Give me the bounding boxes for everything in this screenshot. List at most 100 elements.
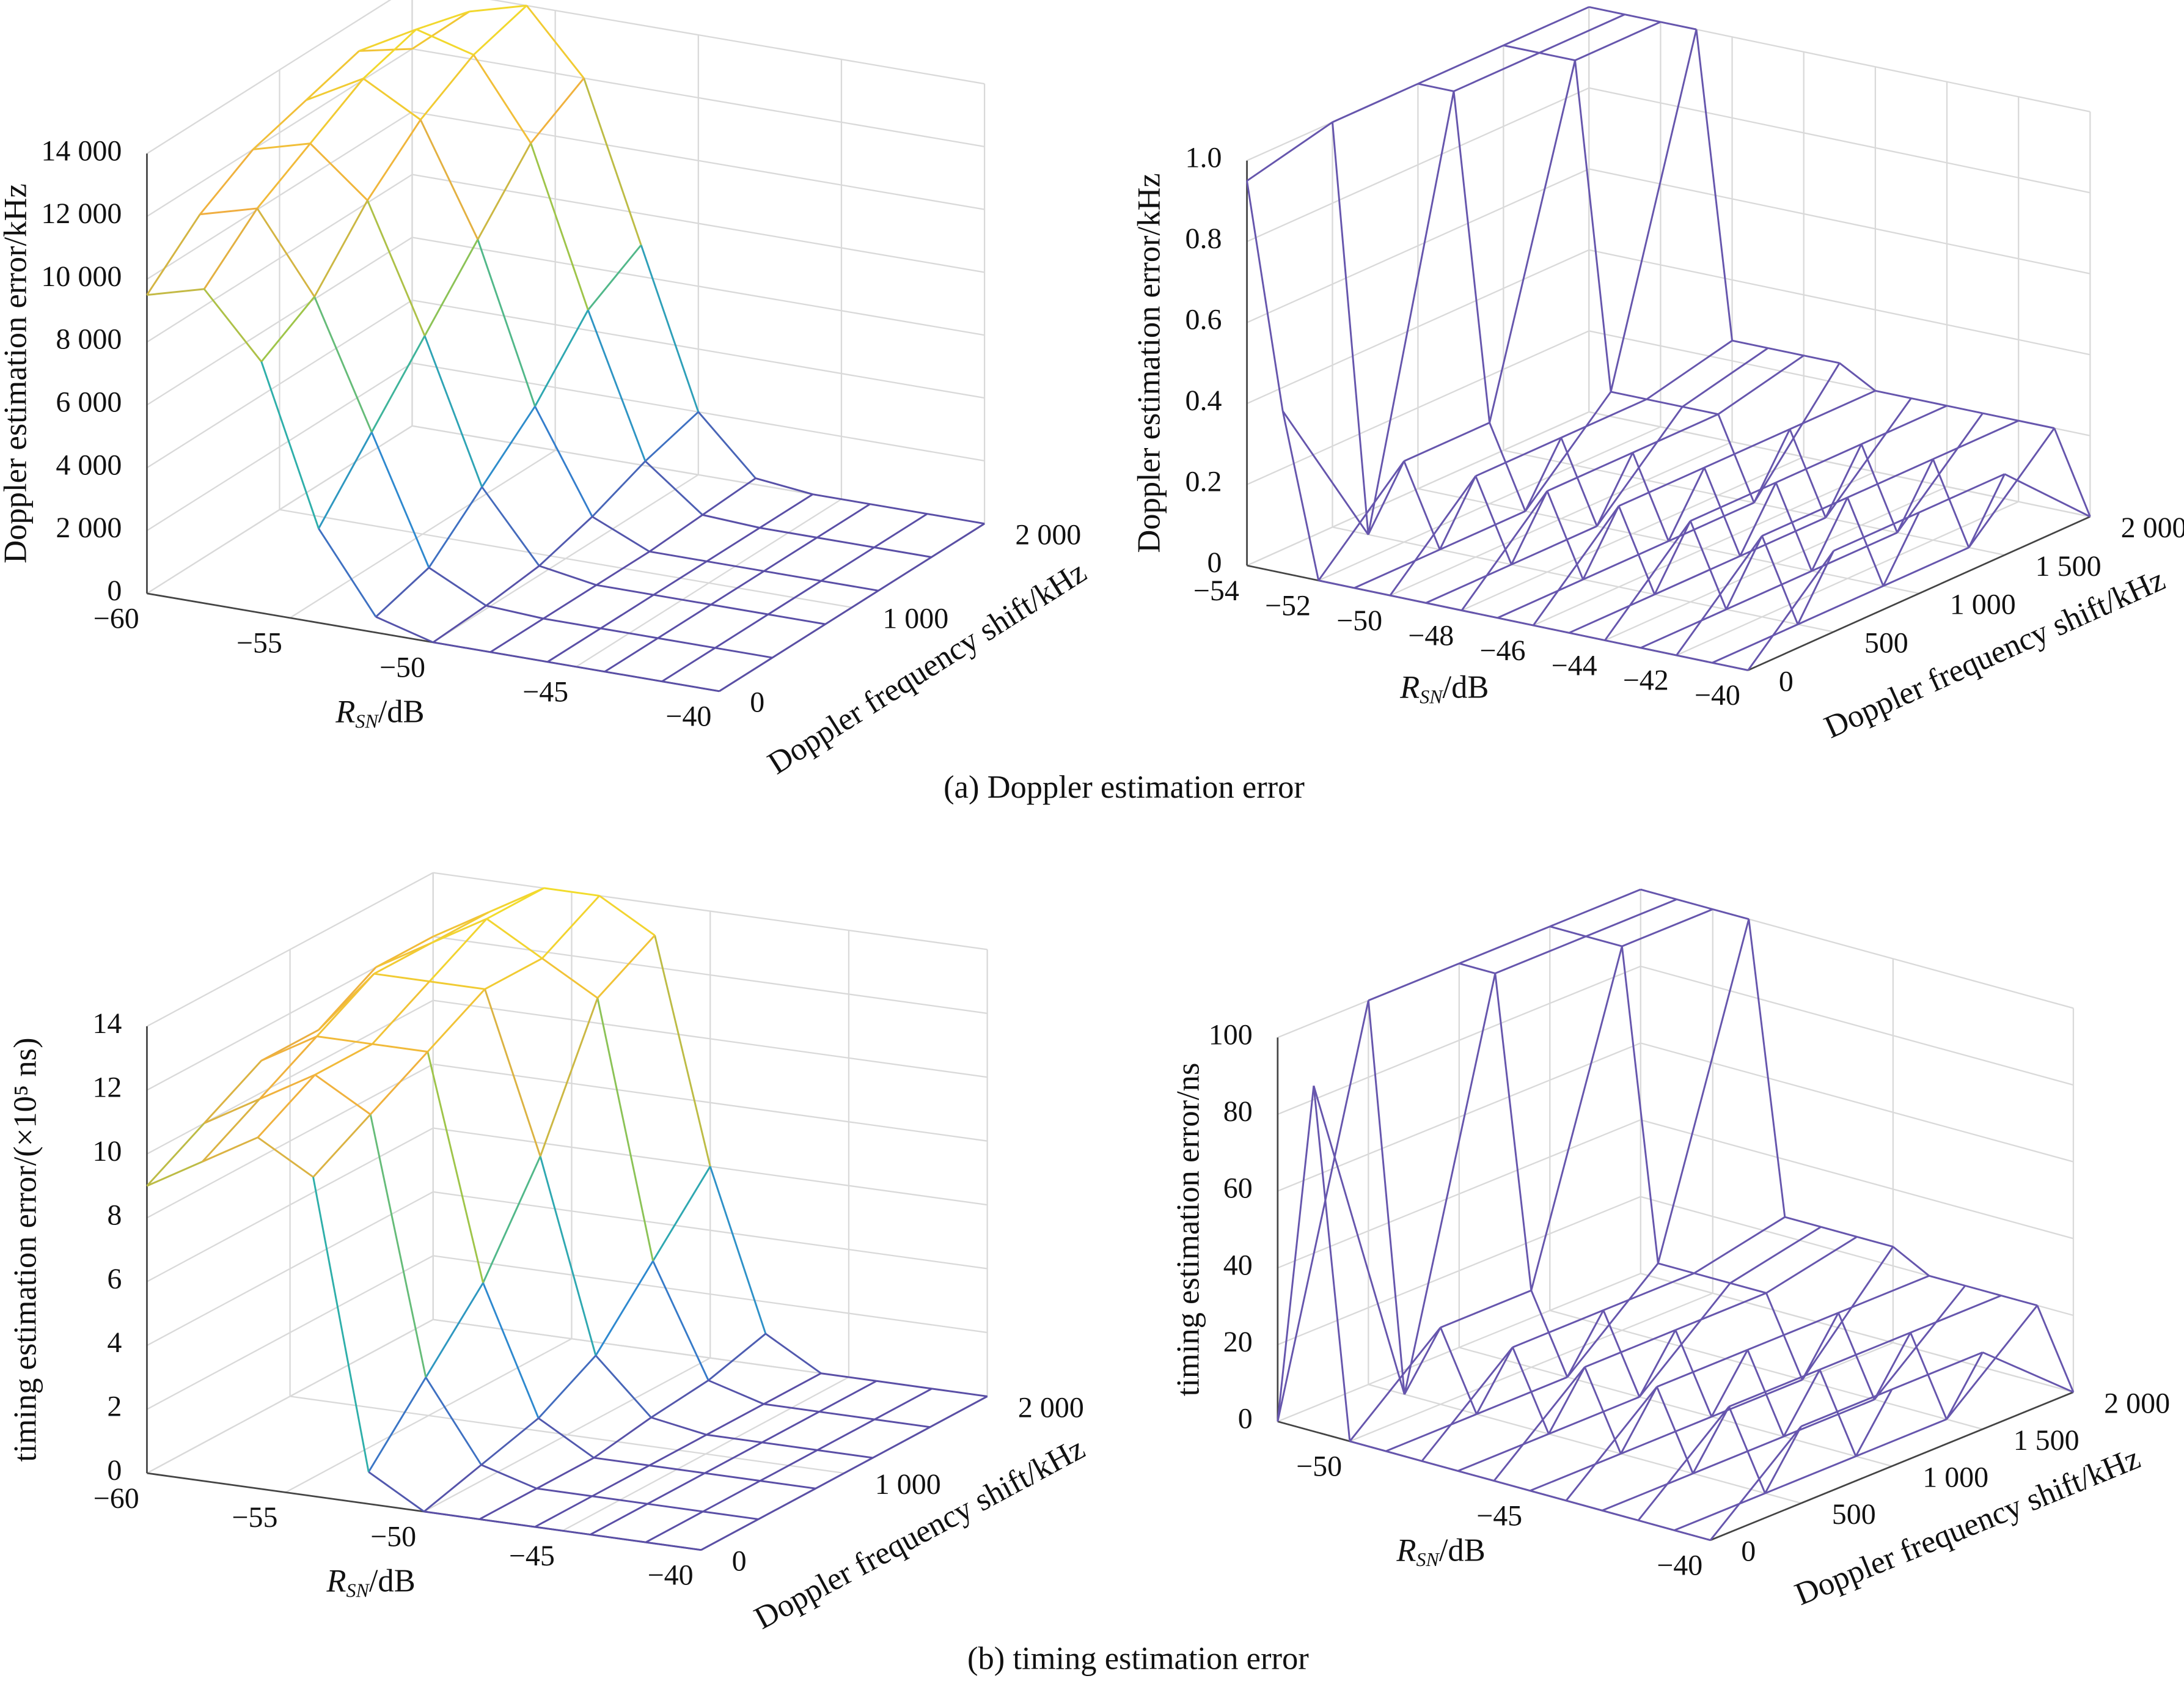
mesh-line xyxy=(1803,355,1840,364)
mesh-line xyxy=(1765,1292,1803,1380)
mesh-line xyxy=(1874,1332,1911,1400)
mesh-line xyxy=(1965,1284,2002,1296)
mesh-line xyxy=(538,565,597,586)
mesh-line xyxy=(1847,458,1933,499)
mesh-line xyxy=(817,1449,873,1459)
mesh-line xyxy=(710,570,764,606)
mesh-line xyxy=(704,1441,763,1474)
mesh-line xyxy=(1856,1235,1894,1248)
grid-line xyxy=(1247,168,1589,323)
mesh-line xyxy=(1574,21,1662,62)
mesh-line xyxy=(372,980,430,1045)
mesh-line xyxy=(763,1372,822,1405)
grid-line xyxy=(1247,87,1589,243)
z-tick-label: 0 xyxy=(107,575,122,607)
mesh-line xyxy=(1495,935,1586,974)
mesh-line xyxy=(592,515,650,553)
grid-line xyxy=(1247,249,1589,405)
mesh-line xyxy=(1569,594,1655,634)
mesh-line xyxy=(874,1418,931,1428)
mesh-line xyxy=(583,78,642,246)
z-tick-label: 20 xyxy=(1223,1326,1253,1358)
mesh-line xyxy=(1503,44,1540,54)
y-tick-label: 500 xyxy=(1832,1498,1876,1531)
mesh-line xyxy=(653,561,708,596)
mesh-line xyxy=(1911,397,1948,407)
mesh-line xyxy=(256,208,315,298)
mesh-line xyxy=(1910,1332,1948,1420)
mesh-line xyxy=(1404,422,1490,462)
mesh-line xyxy=(428,567,487,607)
mesh-line xyxy=(1582,540,1669,581)
mesh-line xyxy=(1457,1470,1495,1482)
mesh-line xyxy=(427,1051,484,1284)
label-part: SN xyxy=(346,1580,370,1601)
mesh-line xyxy=(1497,617,1534,627)
grid-line xyxy=(1640,1042,2074,1163)
grid-line xyxy=(146,362,413,532)
mesh-line xyxy=(1530,1452,1621,1492)
grid-line xyxy=(1589,168,2091,274)
mesh-line xyxy=(768,580,822,616)
mesh-line xyxy=(592,460,647,518)
mesh-line xyxy=(1493,1366,1586,1482)
mesh-line xyxy=(259,1073,316,1100)
grid-line xyxy=(412,111,985,210)
y-axis-label: Doppler frequency shift/kHz xyxy=(749,1430,1091,1636)
y-tick-label: 500 xyxy=(1864,627,1908,660)
mesh-line xyxy=(416,28,474,56)
mesh-line xyxy=(758,1487,816,1520)
mesh-line xyxy=(1246,121,1333,182)
mesh-line xyxy=(1584,1366,1622,1454)
mesh-line xyxy=(423,1464,482,1513)
mesh-line xyxy=(1695,29,1734,341)
mesh-line xyxy=(1932,419,2019,460)
mesh-line xyxy=(1860,444,1899,533)
y-tick-label: 0 xyxy=(750,686,764,719)
mesh-line xyxy=(202,1136,258,1163)
mesh-line xyxy=(653,594,711,606)
mesh-line xyxy=(702,513,760,529)
mesh-line xyxy=(647,1472,706,1505)
mesh-line xyxy=(1512,1309,1604,1348)
y-tick-label: 1 000 xyxy=(1950,589,2016,621)
mesh-line xyxy=(541,895,600,959)
grid-line xyxy=(433,872,988,950)
mesh-line xyxy=(1725,535,1763,610)
mesh-line xyxy=(1425,564,1512,604)
mesh-line xyxy=(1457,1433,1549,1472)
mesh-line xyxy=(1674,1329,1713,1417)
mesh-line xyxy=(768,613,826,625)
mesh-line xyxy=(708,1379,764,1405)
mesh-line xyxy=(1746,1349,1785,1437)
mesh-line xyxy=(1657,919,1750,1264)
label-part: R xyxy=(326,1564,346,1599)
x-axis-label: RSN/dB xyxy=(1399,670,1489,708)
mesh-line xyxy=(592,1495,648,1505)
mesh-line xyxy=(815,1457,874,1490)
mesh-line xyxy=(481,486,540,567)
grid-line xyxy=(146,48,413,218)
mesh-line xyxy=(1675,1292,1767,1331)
mesh-line xyxy=(816,1418,876,1451)
mesh-line xyxy=(1875,389,1911,400)
mesh-line xyxy=(484,988,541,1157)
mesh-line xyxy=(1797,550,1834,625)
mesh-line xyxy=(1621,908,1713,947)
mesh-line xyxy=(1932,458,1970,548)
mesh-line xyxy=(359,28,417,52)
mesh-line xyxy=(1475,436,1562,477)
mesh-line xyxy=(1819,1331,1911,1371)
mesh-line xyxy=(1585,898,1677,938)
mesh-line xyxy=(535,1526,591,1536)
mesh-line xyxy=(427,988,486,1053)
mesh-line xyxy=(1493,1480,1531,1492)
mesh-line xyxy=(1717,414,1755,503)
z-tick-label: 6 000 xyxy=(56,386,122,418)
mesh-line xyxy=(1532,505,1620,626)
mesh-line xyxy=(541,957,598,999)
grid-line xyxy=(1589,249,2091,356)
mesh-line xyxy=(1946,405,1983,414)
grid-line xyxy=(412,237,985,336)
